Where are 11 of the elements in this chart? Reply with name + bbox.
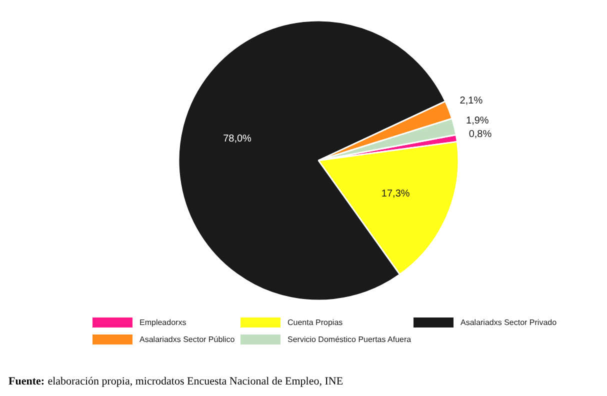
legend-label: Empleadorxs bbox=[140, 318, 186, 327]
data-label: 0,8% bbox=[468, 128, 492, 140]
legend-label: Asalariadxs Sector Privado bbox=[460, 318, 558, 327]
data-label: 78,0% bbox=[223, 134, 252, 145]
data-label: 17,3% bbox=[381, 188, 410, 200]
legend-label: Asalariadxs Sector Público bbox=[140, 335, 236, 344]
legend-label: Cuenta Propias bbox=[288, 318, 343, 327]
data-label: 1,9% bbox=[466, 115, 489, 126]
data-label: 2,1% bbox=[460, 96, 483, 107]
legend-label: Servicio Doméstico Puertas Afuera bbox=[288, 335, 412, 344]
source-note: Fuente: elaboración propia, microdatos Encuesta Nacional de Empleo, INE bbox=[8, 376, 344, 388]
